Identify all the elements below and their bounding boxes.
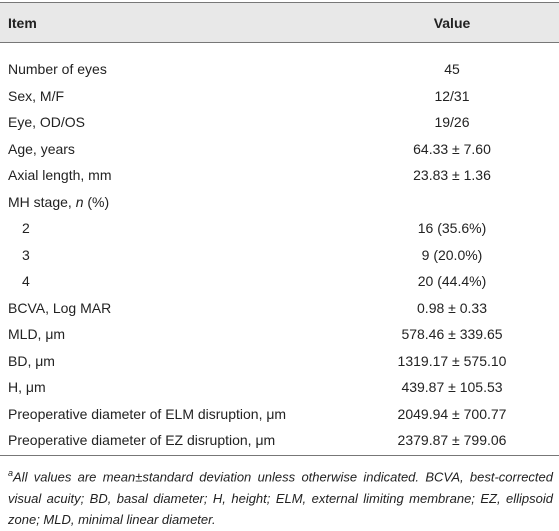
value-cell: 19/26 <box>434 114 470 130</box>
table-row: BCVA, Log MAR 0.98 ± 0.33 <box>0 295 559 321</box>
item-cell: 2 <box>22 220 30 236</box>
item-text: H, μm <box>8 379 46 395</box>
item-text: MH stage, <box>8 193 76 210</box>
header-cell: Item <box>8 15 37 31</box>
table-row: 3 9 (20.0%) <box>0 242 559 268</box>
item-cell: H, μm <box>8 379 46 395</box>
item-text: (%) <box>83 193 110 210</box>
table-row: 2 16 (35.6%) <box>0 215 559 241</box>
value-cell: 20 (44.4%) <box>417 273 487 289</box>
item-cell: Preoperative diameter of ELM disruption,… <box>8 406 286 422</box>
item-text: Sex, M/F <box>8 87 65 104</box>
table-row: 4 20 (44.4%) <box>0 268 559 294</box>
item-cell: Preoperative diameter of EZ disruption, … <box>8 432 275 448</box>
item-text: BCVA, Log MAR <box>8 299 112 316</box>
item-cell: Axial length, mm <box>8 167 111 183</box>
value-cell: 9 (20.0%) <box>421 246 483 263</box>
table-row: Number of eyes 45 <box>0 56 559 82</box>
value-cell: 439.87 ± 105.53 <box>401 379 503 395</box>
item-text: Number of eyes <box>8 61 107 77</box>
item-cell: Sex, M/F <box>8 88 64 104</box>
item-cell: Age, years <box>8 141 75 157</box>
item-text: Age, years <box>8 140 75 157</box>
table-row: MLD, μm 578.46 ± 339.65 <box>0 321 559 347</box>
item-cell: MLD, μm <box>8 326 65 342</box>
value-cell: 16 (35.6%) <box>417 220 487 236</box>
footnote-text: All values are mean±standard deviation u… <box>8 469 553 528</box>
item-text: 3 <box>22 246 30 263</box>
table-header: Item Value <box>0 3 559 43</box>
table-row: BD, μm 1319.17 ± 575.10 <box>0 348 559 374</box>
value-cell: 1319.17 ± 575.10 <box>397 352 507 369</box>
item-cell: BCVA, Log MAR <box>8 300 111 316</box>
table-row: Preoperative diameter of ELM disruption,… <box>0 401 559 427</box>
item-text: MLD, μm <box>8 326 66 342</box>
value-cell: 2379.87 ± 799.06 <box>397 432 507 448</box>
table-row: Preoperative diameter of EZ disruption, … <box>0 427 559 453</box>
item-cell: 4 <box>22 273 30 289</box>
table-row: H, μm 439.87 ± 105.53 <box>0 374 559 400</box>
item-text: Preoperative diameter of ELM disruption,… <box>8 405 287 422</box>
value-cell: 0.98 ± 0.33 <box>417 299 487 316</box>
footnote: aAll values are mean±standard deviation … <box>8 463 553 531</box>
item-cell: 3 <box>22 247 30 263</box>
footnote-marker: a <box>8 468 14 478</box>
item-cell: Eye, OD/OS <box>8 114 85 130</box>
item-text: 4 <box>22 273 30 289</box>
item-text: BD, μm <box>8 352 55 369</box>
item-text: 2 <box>22 220 30 236</box>
item-text: Preoperative diameter of EZ disruption, … <box>8 432 276 448</box>
bottom-rule <box>0 455 559 456</box>
header-cell: Value <box>433 15 471 31</box>
item-cell: MH stage, n (%) <box>8 194 109 210</box>
table-row: MH stage, n (%) <box>0 189 559 215</box>
table-row: Axial length, mm 23.83 ± 1.36 <box>0 162 559 188</box>
value-cell: 578.46 ± 339.65 <box>401 326 503 342</box>
item-text: Axial length, mm <box>8 167 112 183</box>
table-row: Eye, OD/OS 19/26 <box>0 109 559 135</box>
item-text: n <box>75 193 84 210</box>
item-cell: Number of eyes <box>8 61 107 77</box>
table-row: Sex, M/F 12/31 <box>0 83 559 109</box>
value-cell: 64.33 ± 7.60 <box>413 140 491 157</box>
value-cell: 45 <box>444 61 460 77</box>
value-cell: 23.83 ± 1.36 <box>413 167 491 183</box>
item-cell: BD, μm <box>8 353 55 369</box>
item-text: Eye, OD/OS <box>8 114 86 130</box>
value-cell: 2049.94 ± 700.77 <box>397 405 507 422</box>
table-row: Age, years 64.33 ± 7.60 <box>0 136 559 162</box>
value-cell: 12/31 <box>434 87 470 104</box>
top-rule <box>0 2 559 3</box>
